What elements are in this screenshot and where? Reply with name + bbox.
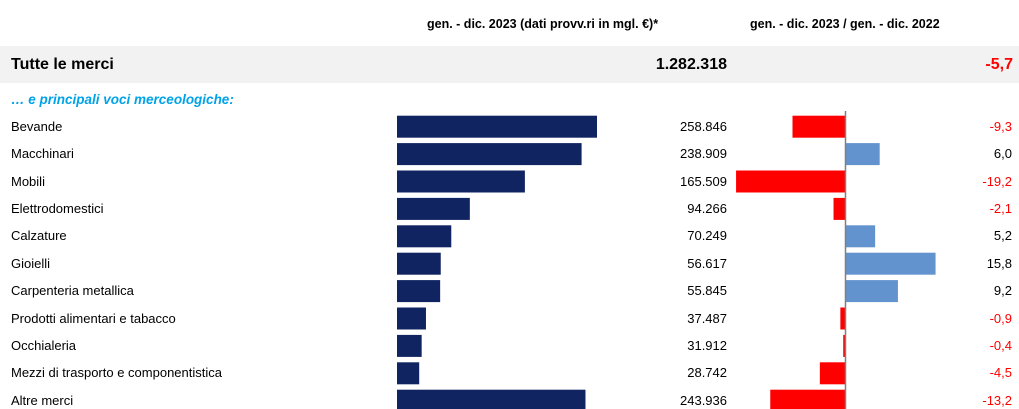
value-label: 55.845 xyxy=(687,283,727,299)
change-bar xyxy=(845,143,880,166)
change-label: 15,8 xyxy=(986,255,1012,271)
change-label: -19,2 xyxy=(982,173,1012,189)
category-label: Calzature xyxy=(11,228,67,244)
change-label: -0,4 xyxy=(989,337,1012,353)
value-label: 56.617 xyxy=(687,255,727,271)
change-label: -13,2 xyxy=(982,392,1012,408)
change-column-header: gen. - dic. 2023 / gen. - dic. 2022 xyxy=(750,17,940,31)
change-bar xyxy=(845,225,876,248)
value-label: 28.742 xyxy=(687,365,727,381)
value-bar xyxy=(397,252,441,275)
value-bar xyxy=(397,389,586,409)
total-value: 1.282.318 xyxy=(655,56,727,73)
change-bar xyxy=(819,362,846,385)
change-label: -4,5 xyxy=(989,365,1012,381)
change-bar xyxy=(792,115,846,138)
category-label: Bevande xyxy=(11,118,63,134)
category-label: Gioielli xyxy=(11,255,51,271)
change-bar xyxy=(845,252,936,275)
total-change: -5,7 xyxy=(985,56,1013,73)
value-column-header: gen. - dic. 2023 (dati provv.ri in mgl. … xyxy=(427,17,659,31)
value-label: 165.509 xyxy=(680,173,727,189)
value-label: 37.487 xyxy=(687,310,727,326)
category-label: Elettrodomestici xyxy=(11,200,104,216)
value-label: 258.846 xyxy=(680,118,727,134)
category-label: Carpenteria metallica xyxy=(11,283,134,299)
category-label: Altre merci xyxy=(11,392,74,408)
value-bar xyxy=(397,115,597,138)
category-label: Occhialeria xyxy=(11,337,77,353)
value-bar xyxy=(397,362,420,385)
section-title: … e principali voci merceologiche: xyxy=(11,92,234,107)
change-bar xyxy=(770,389,846,409)
change-label: 9,2 xyxy=(993,283,1012,299)
change-bar xyxy=(833,197,846,220)
value-bar xyxy=(397,225,452,248)
value-label: 70.249 xyxy=(687,228,727,244)
value-bar xyxy=(397,143,582,166)
change-bar xyxy=(736,170,846,193)
value-bar xyxy=(397,334,422,357)
value-label: 238.909 xyxy=(680,146,727,162)
total-label: Tutte le merci xyxy=(11,56,114,73)
change-label: -0,9 xyxy=(989,310,1012,326)
change-bar xyxy=(840,307,846,330)
category-label: Mobili xyxy=(11,173,45,189)
total-row-band xyxy=(0,46,1019,83)
change-label: -9,3 xyxy=(989,118,1012,134)
value-label: 94.266 xyxy=(687,200,727,216)
value-label: 31.912 xyxy=(687,337,727,353)
value-label: 243.936 xyxy=(680,392,727,408)
change-label: 5,2 xyxy=(993,228,1012,244)
change-bar xyxy=(843,334,846,357)
value-bar xyxy=(397,307,426,330)
category-label: Mezzi di trasporto e componentistica xyxy=(11,365,222,381)
change-label: -2,1 xyxy=(989,200,1012,216)
value-bar xyxy=(397,280,441,303)
change-bar xyxy=(845,280,898,303)
change-label: 6,0 xyxy=(993,146,1012,162)
value-bar xyxy=(397,170,525,193)
category-label: Macchinari xyxy=(11,146,74,162)
value-bar xyxy=(397,197,470,220)
category-label: Prodotti alimentari e tabacco xyxy=(11,310,176,326)
